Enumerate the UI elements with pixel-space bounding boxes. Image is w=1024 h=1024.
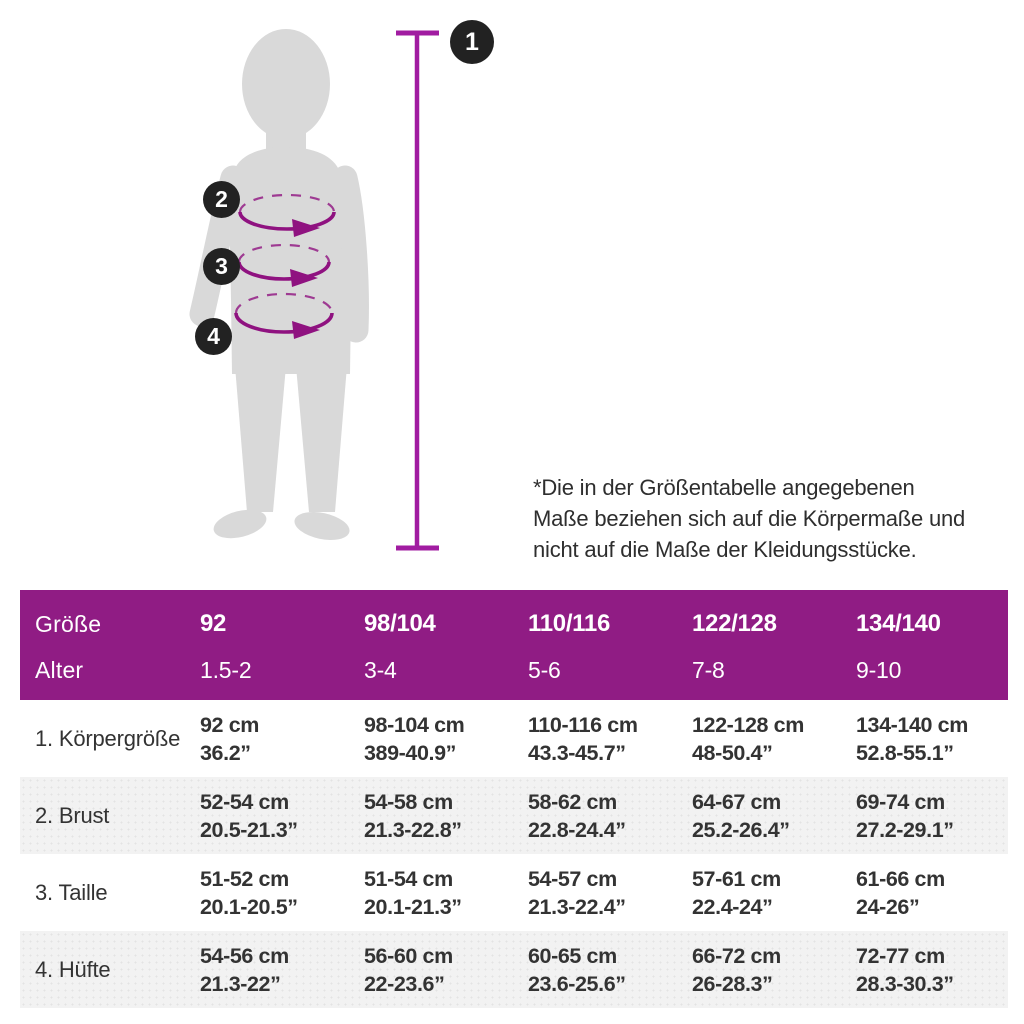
measurement-cell: 52-54 cm 20.5-21.3” <box>200 789 298 842</box>
measurement-cell: 64-67 cm 25.2-26.4” <box>692 789 790 842</box>
size-col-92: 92 <box>200 610 227 637</box>
row-label: 2. Brust <box>35 802 110 828</box>
measurement-cell: 54-57 cm 21.3-22.4” <box>528 866 626 919</box>
measurement-cell: 134-140 cm 52.8-55.1” <box>856 712 968 765</box>
table-row-taille: 3. Taille 51-52 cm 20.1-20.5” 51-54 cm 20.… <box>20 854 1008 931</box>
row-label: 4. Hüfte <box>35 956 111 982</box>
disclaimer-line: nicht auf die Maße der Kleidungsstücke. <box>533 537 917 562</box>
row-label: 3. Taille <box>35 879 108 905</box>
measurement-cell: 92 cm 36.2” <box>200 712 259 765</box>
size-col-110-116: 110/116 <box>528 610 611 637</box>
row-label: 1. Körpergröße <box>35 725 181 751</box>
table-row-brust: 2. Brust 52-54 cm 20.5-21.3” 54-58 cm 21.3… <box>20 777 1008 854</box>
chest-girth-ellipse <box>238 193 336 237</box>
disclaimer-line: *Die in der Größentabelle angegebenen <box>533 475 915 500</box>
disclaimer-line: Maße beziehen sich auf die Körpermaße un… <box>533 506 966 531</box>
height-measure-line <box>396 30 439 551</box>
measurement-diagram <box>189 29 439 551</box>
size-table-header: Größe 92 98/104 110/116 122/128 134/140 … <box>20 590 1008 700</box>
measurement-cell: 110-116 cm 43.3-45.7” <box>528 712 638 765</box>
measurement-cell: 51-52 cm 20.1-20.5” <box>200 866 298 919</box>
age-col-3: 5-6 <box>528 656 561 683</box>
table-row-huefte: 4. Hüfte 54-56 cm 21.3-22” 56-60 cm 22-23.… <box>20 931 1008 1008</box>
measurement-cell: 122-128 cm 48-50.4” <box>692 712 804 765</box>
disclaimer-note: *Die in der Größentabelle angegebenen Ma… <box>533 472 965 565</box>
marker-2-badge: 2 <box>203 181 240 218</box>
measurement-cell: 66-72 cm 26-28.3” <box>692 943 781 996</box>
age-row-label: Alter <box>35 656 84 683</box>
marker-1-badge: 1 <box>450 20 494 64</box>
measurement-cell: 61-66 cm 24-26” <box>856 866 945 919</box>
waist-girth-ellipse <box>237 243 331 287</box>
measurement-cell: 69-74 cm 27.2-29.1” <box>856 789 954 842</box>
measurement-cell: 60-65 cm 23.6-25.6” <box>528 943 626 996</box>
measurement-cell: 58-62 cm 22.8-24.4” <box>528 789 626 842</box>
measurement-cell: 98-104 cm 389-40.9” <box>364 712 465 765</box>
size-col-98-104: 98/104 <box>364 610 436 637</box>
marker-4-badge: 4 <box>195 318 232 355</box>
table-row-koerpergroesse: 1. Körpergröße 92 cm 36.2” 98-104 cm 389-4… <box>20 700 1008 777</box>
measurement-cell: 51-54 cm 20.1-21.3” <box>364 866 462 919</box>
measurement-cell: 72-77 cm 28.3-30.3” <box>856 943 954 996</box>
measurement-cell: 56-60 cm 22-23.6” <box>364 943 453 996</box>
size-table: Größe 92 98/104 110/116 122/128 134/140 … <box>20 590 1008 1008</box>
age-col-1: 1.5-2 <box>200 656 252 683</box>
size-col-122-128: 122/128 <box>692 610 777 637</box>
age-col-2: 3-4 <box>364 656 397 683</box>
measurement-cell: 54-56 cm 21.3-22” <box>200 943 289 996</box>
age-col-4: 7-8 <box>692 656 725 683</box>
header-age-row: Alter 1.5-2 3-4 5-6 7-8 9-10 <box>20 648 1008 692</box>
header-size-row: Größe 92 98/104 110/116 122/128 134/140 <box>20 600 1008 648</box>
hip-girth-ellipse <box>234 292 334 339</box>
measurement-cell: 57-61 cm 22.4-24” <box>692 866 781 919</box>
child-silhouette <box>189 29 369 540</box>
size-row-label: Größe <box>35 610 102 637</box>
marker-3-badge: 3 <box>203 248 240 285</box>
size-col-134-140: 134/140 <box>856 610 941 637</box>
age-col-5: 9-10 <box>856 656 902 683</box>
measurement-cell: 54-58 cm 21.3-22.8” <box>364 789 462 842</box>
